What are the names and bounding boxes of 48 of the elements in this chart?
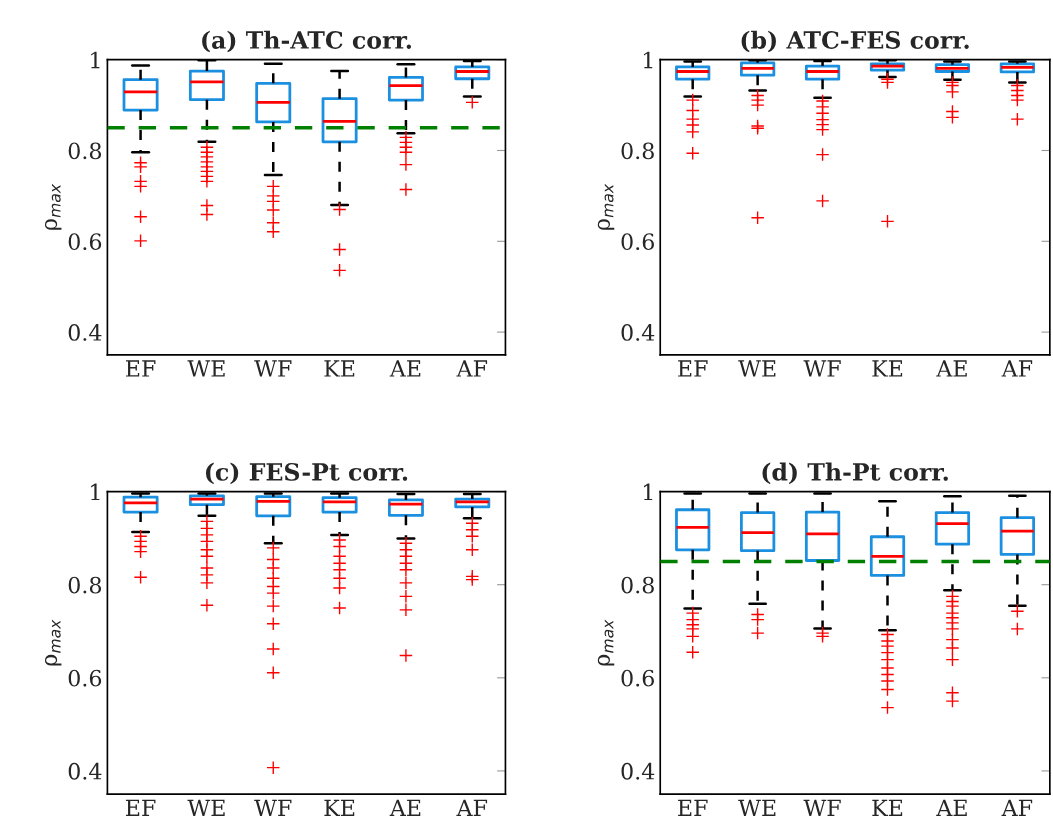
y-tick-label: 0.4 (68, 762, 102, 780)
x-tick-label: AF (1001, 799, 1033, 816)
x-tick-label: AE (936, 360, 967, 377)
x-tick-label: WF (803, 799, 841, 816)
x-tick-label: AE (389, 360, 421, 377)
y-tick-label: 1 (643, 483, 653, 501)
x-tick-label: WF (254, 360, 292, 377)
y-tick-label: 0.6 (621, 233, 654, 251)
chart-title: (a) Th-ATC corr. (202, 30, 412, 53)
x-tick-label: WF (803, 360, 841, 377)
x-tick-label: AF (456, 799, 488, 816)
y-tick-label: 0.6 (621, 669, 654, 687)
y-tick-label: 0.6 (68, 669, 102, 687)
x-tick-label: WE (187, 360, 225, 377)
y-axis-title: ρ$_{max}$ (597, 183, 615, 230)
x-tick-label: WE (187, 799, 225, 816)
y-tick-label: 0.4 (621, 762, 655, 780)
y-tick-label: 0.8 (621, 576, 654, 594)
x-tick-label: EF (125, 799, 156, 816)
y-axis-title: ρ$_{max}$ (44, 183, 62, 230)
y-axis-title: ρ$_{max}$ (44, 619, 62, 666)
y-tick-label: 0.8 (68, 576, 102, 594)
x-tick-label: WE (738, 799, 776, 816)
x-tick-label: EF (125, 360, 156, 377)
x-tick-label: AF (1001, 360, 1033, 377)
x-tick-label: KE (872, 360, 903, 377)
x-tick-label: AE (389, 799, 421, 816)
x-tick-label: KE (872, 799, 903, 816)
y-tick-label: 1 (643, 51, 653, 69)
x-tick-label: EF (678, 799, 708, 816)
y-tick-label: 1 (91, 483, 100, 501)
chart-title: (b) ATC-FES corr. (741, 30, 969, 53)
x-tick-label: AF (456, 360, 488, 377)
y-axis-title: ρ$_{max}$ (597, 619, 615, 666)
y-tick-label: 0.4 (621, 324, 655, 341)
y-tick-label: 1 (91, 51, 100, 69)
y-tick-label: 0.8 (68, 142, 102, 160)
chart-title: (c) FES-Pt corr. (205, 462, 408, 485)
x-tick-label: WE (738, 360, 776, 377)
x-tick-label: KE (324, 799, 355, 816)
x-tick-label: EF (678, 360, 708, 377)
chart-title: (d) Th-Pt corr. (762, 462, 948, 485)
x-tick-label: KE (324, 360, 355, 377)
y-tick-label: 0.4 (68, 324, 102, 341)
x-tick-label: WF (254, 799, 292, 816)
y-tick-label: 0.8 (621, 142, 654, 160)
x-tick-label: AE (936, 799, 967, 816)
y-tick-label: 0.6 (68, 233, 102, 251)
